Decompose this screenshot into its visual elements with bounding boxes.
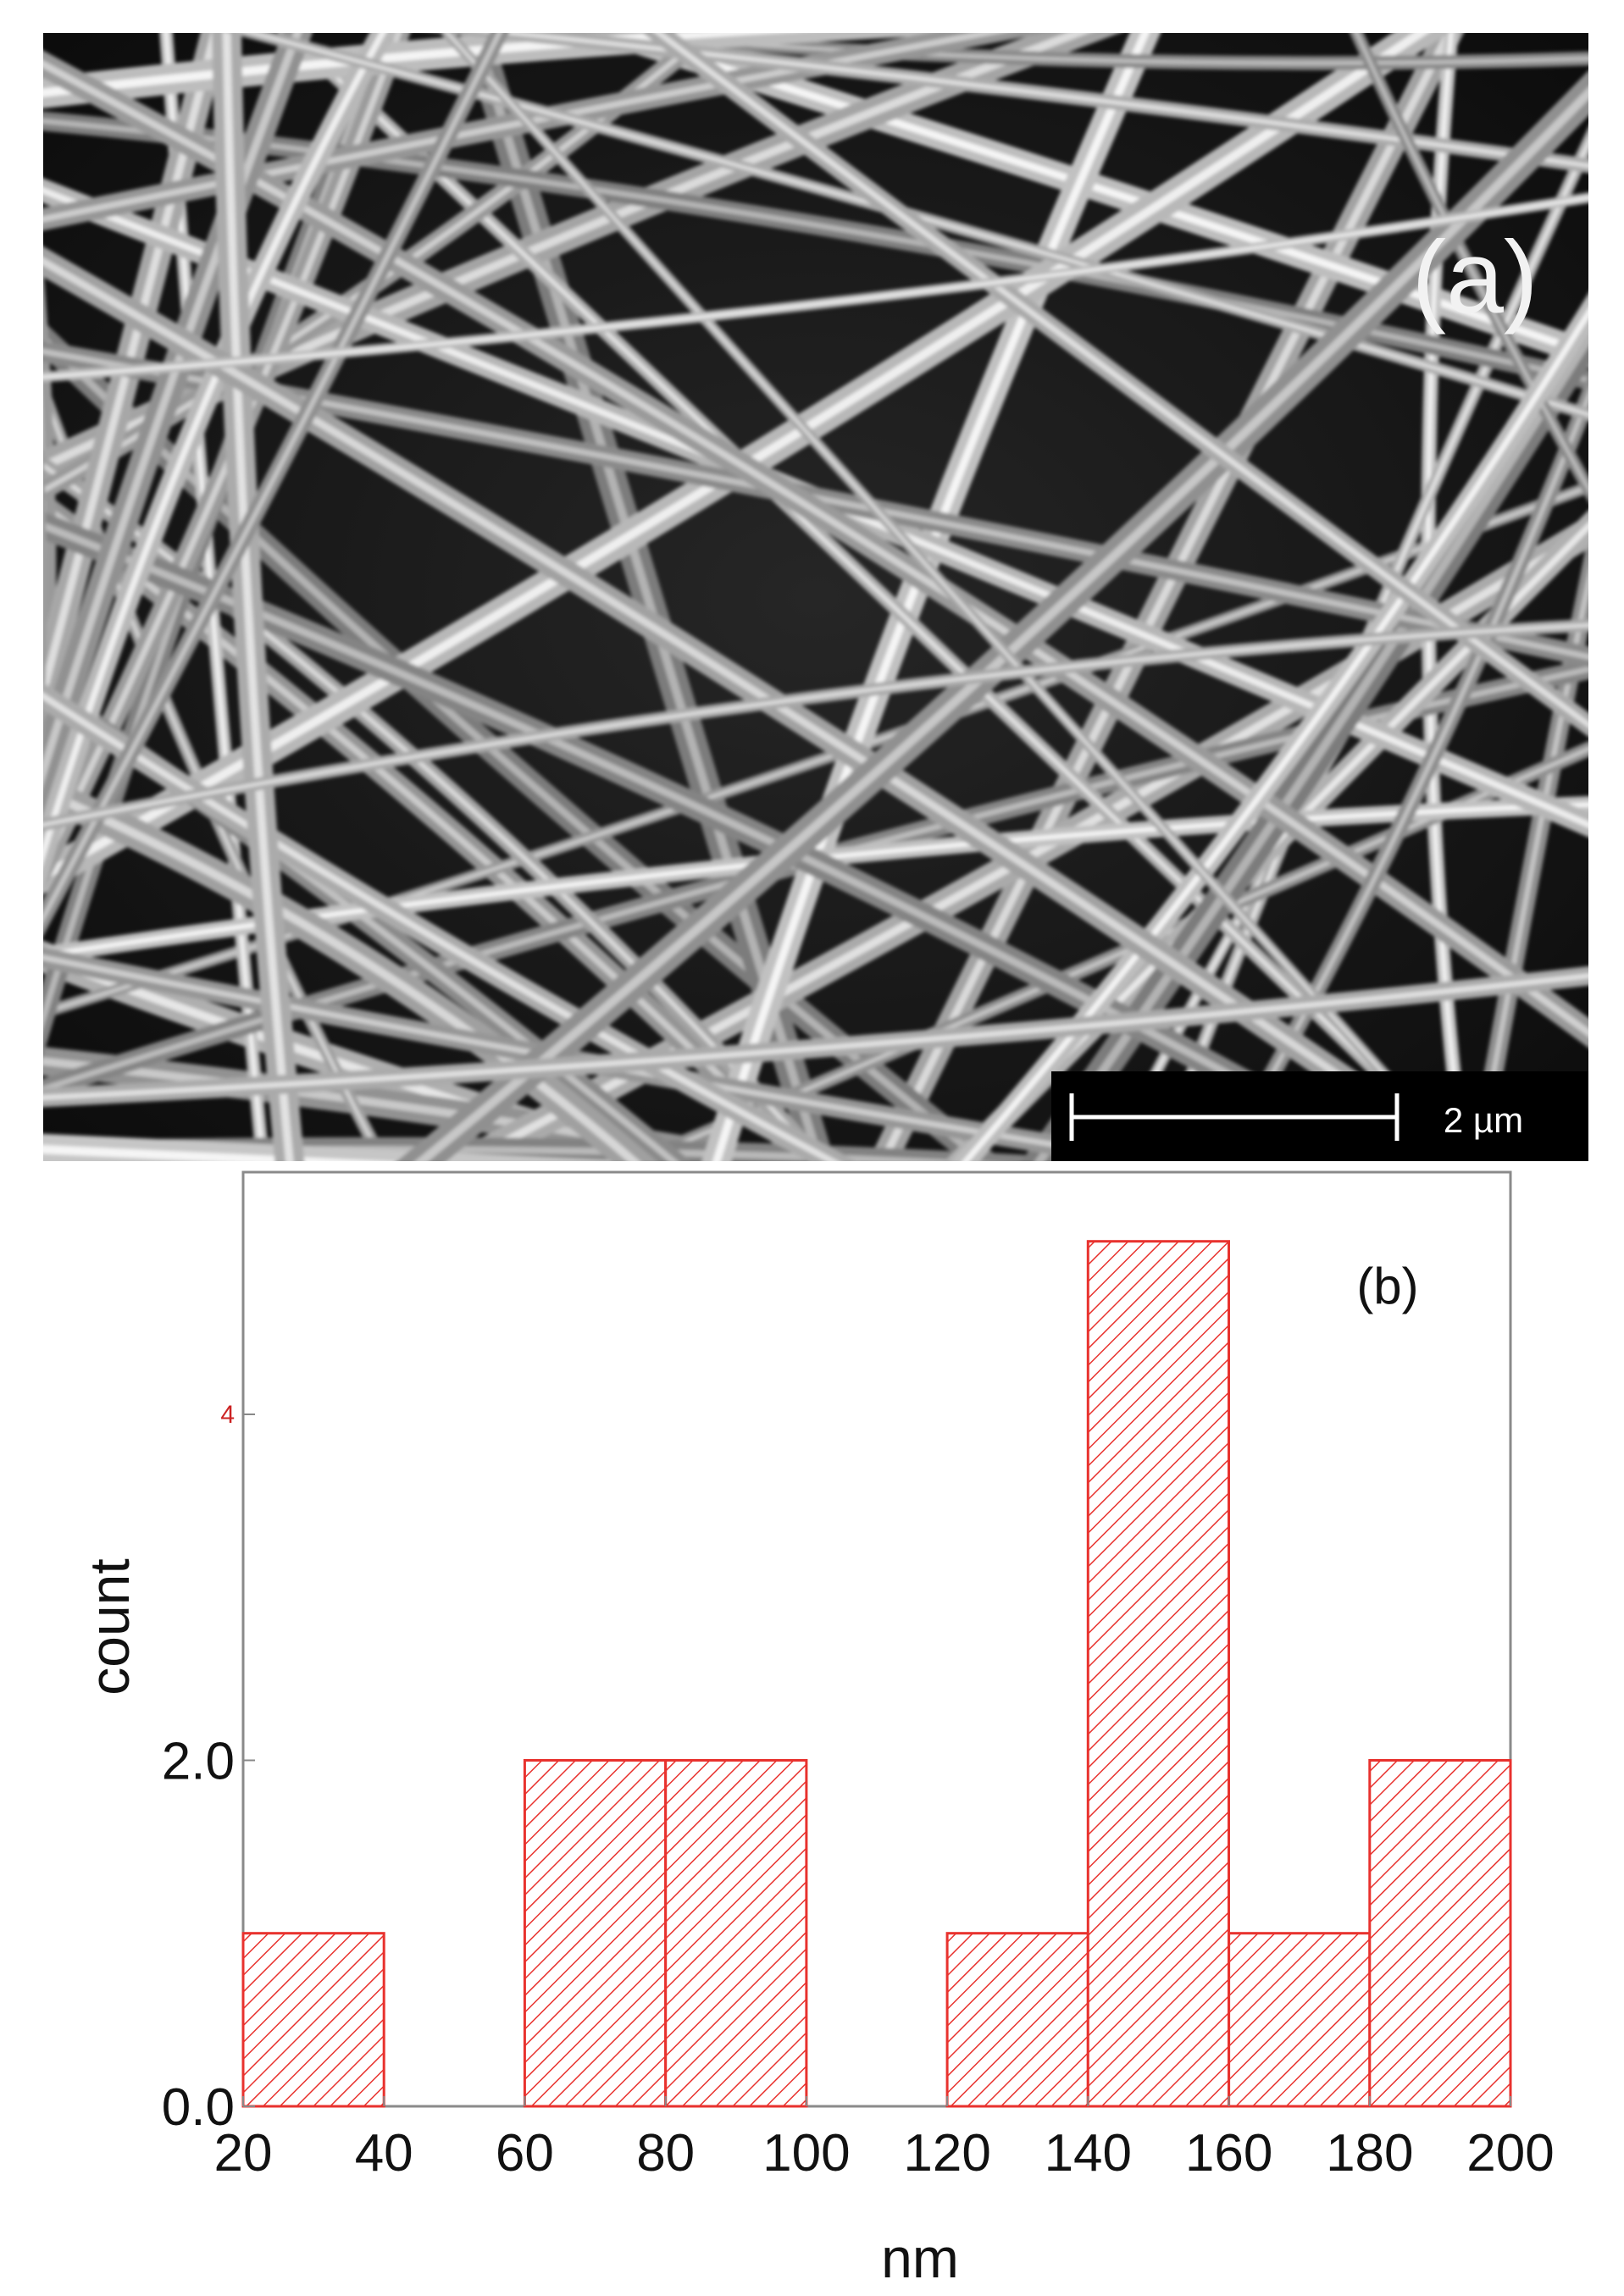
x-axis-ticks: 20 40 60 80 100 120 140 160 180 200 bbox=[214, 2096, 1555, 2183]
histogram-bar bbox=[664, 1759, 808, 2108]
histogram-bar bbox=[241, 1932, 385, 2108]
x-tick-label: 60 bbox=[496, 2124, 554, 2183]
sem-micrograph: (a) 2 µm bbox=[43, 33, 1588, 1161]
nanofiber-highlight bbox=[492, 33, 1588, 169]
nanofiber-highlight bbox=[43, 196, 1588, 379]
nanofiber-highlight bbox=[222, 33, 294, 1161]
x-tick-label: 160 bbox=[1185, 2124, 1272, 2183]
x-tick-label: 180 bbox=[1326, 2124, 1413, 2183]
y-axis-title: count bbox=[78, 1558, 141, 1695]
y-tick-label: 0.0 bbox=[162, 2078, 235, 2137]
histogram-bars bbox=[241, 1240, 1512, 2108]
panel-b-label: (b) bbox=[1356, 1258, 1418, 1314]
nanofiber-highlight bbox=[43, 257, 1471, 1161]
x-tick-label: 140 bbox=[1045, 2124, 1132, 2183]
x-tick-label: 80 bbox=[636, 2124, 695, 2183]
nanofiber-highlight bbox=[43, 33, 502, 923]
nanofiber-highlight bbox=[43, 60, 1588, 1037]
y-axis-ticks: 0.0 2.0 4 bbox=[162, 1401, 255, 2137]
x-tick-label: 100 bbox=[762, 2124, 850, 2183]
nanofiber-network bbox=[43, 33, 1588, 1161]
x-tick-label: 200 bbox=[1466, 2124, 1554, 2183]
x-tick-label: 120 bbox=[903, 2124, 990, 2183]
histogram-bar bbox=[1086, 1240, 1231, 2108]
nanofiber-highlight bbox=[43, 33, 712, 495]
nanofiber-highlight bbox=[43, 33, 386, 864]
nanofiber-highlight bbox=[43, 1144, 402, 1161]
scale-bar-label: 2 µm bbox=[1444, 1100, 1523, 1140]
x-axis-title: nm bbox=[881, 2227, 959, 2289]
histogram-chart: 20 40 60 80 100 120 140 160 180 200 0.0 2.0 4 (b) n… bbox=[78, 1170, 1555, 2289]
nanofiber-highlight bbox=[566, 33, 1588, 65]
nanofiber-highlight bbox=[1355, 33, 1588, 493]
nanofiber-highlight bbox=[43, 33, 302, 785]
histogram-bar bbox=[523, 1759, 668, 2108]
histogram-bar bbox=[1228, 1932, 1372, 2108]
nanofiber-highlight bbox=[43, 973, 1588, 1101]
panel-a-label: (a) bbox=[1411, 219, 1538, 335]
nanofiber-highlight bbox=[654, 33, 1588, 728]
histogram-bar bbox=[945, 1932, 1089, 2108]
y-tick-label: 4 bbox=[220, 1401, 235, 1429]
y-tick-label: 2.0 bbox=[162, 1733, 235, 1791]
nanofiber-highlight bbox=[414, 86, 1588, 1161]
x-tick-label: 20 bbox=[214, 2124, 273, 2183]
nanofiber-highlight bbox=[43, 787, 640, 1161]
x-tick-label: 40 bbox=[355, 2124, 413, 2183]
scale-bar: 2 µm bbox=[1051, 1071, 1588, 1161]
nanofiber-highlight bbox=[43, 33, 1003, 223]
nanofiber-highlight bbox=[962, 307, 1588, 1161]
nanofiber-highlight bbox=[43, 623, 1588, 827]
histogram-bar bbox=[1368, 1759, 1512, 2108]
